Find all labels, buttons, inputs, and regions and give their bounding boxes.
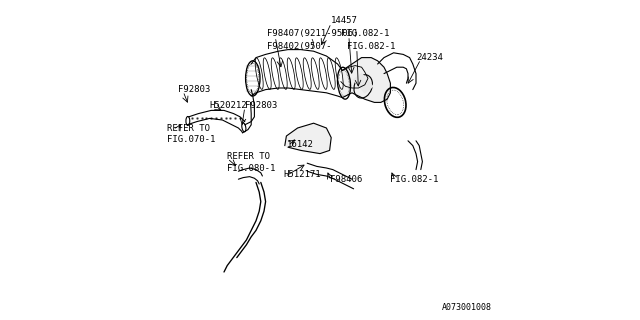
- Text: F98407(9211-9506): F98407(9211-9506): [268, 29, 358, 38]
- Polygon shape: [354, 74, 372, 93]
- Text: F98406: F98406: [330, 175, 362, 184]
- Text: FIG.070-1: FIG.070-1: [167, 135, 216, 144]
- Text: FIG.082-1: FIG.082-1: [390, 175, 439, 184]
- Polygon shape: [285, 123, 332, 154]
- Text: 14457: 14457: [332, 16, 358, 25]
- Text: H520212: H520212: [210, 101, 247, 110]
- Text: FIG.080-1: FIG.080-1: [227, 164, 276, 172]
- Text: FIG.082-1: FIG.082-1: [340, 29, 389, 38]
- Polygon shape: [342, 58, 390, 102]
- Text: REFER TO: REFER TO: [227, 152, 270, 161]
- Text: 16142: 16142: [287, 140, 313, 148]
- Text: F98402(9507-: F98402(9507-: [268, 42, 332, 51]
- Text: H512171: H512171: [283, 170, 321, 179]
- Text: 24234: 24234: [416, 53, 443, 62]
- Text: FIG.082-1: FIG.082-1: [347, 42, 396, 51]
- Text: ): ): [310, 38, 316, 48]
- Text: A073001008: A073001008: [442, 303, 492, 312]
- Text: F92803: F92803: [245, 101, 277, 110]
- Text: REFER TO: REFER TO: [167, 124, 210, 132]
- Text: F92803: F92803: [178, 85, 210, 94]
